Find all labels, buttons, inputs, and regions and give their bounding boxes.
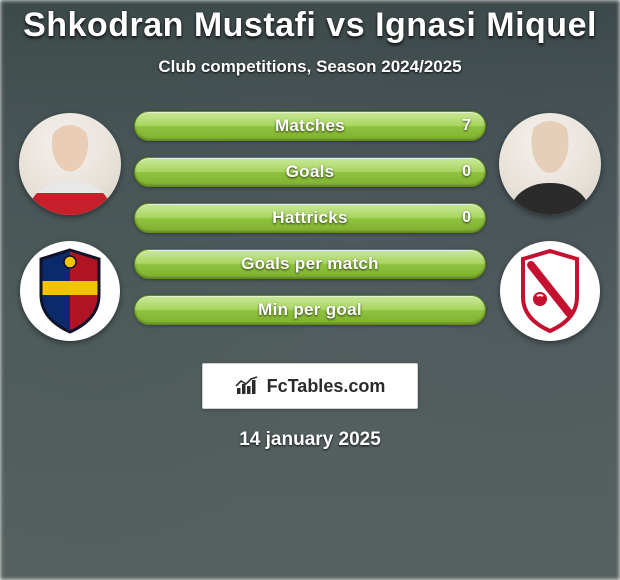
stat-value-right (457, 250, 485, 278)
right-column (490, 111, 610, 341)
stat-label: Min per goal (135, 296, 485, 324)
stat-label: Hattricks (135, 204, 485, 232)
stat-row-matches: Matches 7 (134, 111, 486, 141)
page-title: Shkodran Mustafi vs Ignasi Miquel (0, 6, 620, 45)
brand-text: FcTables.com (267, 376, 386, 397)
left-column (10, 111, 130, 341)
player2-avatar (499, 113, 601, 215)
stat-value-right: 7 (448, 112, 485, 140)
stat-row-goals-per-match: Goals per match (134, 249, 486, 279)
player1-name: Shkodran Mustafi (23, 6, 316, 44)
stat-label: Goals per match (135, 250, 485, 278)
granada-crest-icon (513, 247, 587, 335)
brand-box: FcTables.com (202, 363, 418, 409)
stat-bars: Matches 7 Goals 0 Hattricks 0 Goals per … (130, 111, 490, 325)
date-text: 14 january 2025 (0, 429, 620, 451)
club1-crest (20, 241, 120, 341)
stat-value-right: 0 (448, 158, 485, 186)
stat-row-goals: Goals 0 (134, 157, 486, 187)
comparison-card: Shkodran Mustafi vs Ignasi Miquel Club c… (0, 0, 620, 451)
stat-value-right: 0 (448, 204, 485, 232)
subtitle: Club competitions, Season 2024/2025 (0, 57, 620, 77)
player1-avatar (19, 113, 121, 215)
stat-value-right (457, 296, 485, 324)
player2-name: Ignasi Miquel (375, 6, 597, 44)
stat-label: Goals (135, 158, 485, 186)
stat-row-min-per-goal: Min per goal (134, 295, 486, 325)
stat-row-hattricks: Hattricks 0 (134, 203, 486, 233)
main-row: Matches 7 Goals 0 Hattricks 0 Goals per … (0, 111, 620, 341)
stat-label: Matches (135, 112, 485, 140)
vs-separator: vs (326, 6, 365, 44)
levante-crest-icon (33, 247, 107, 335)
club2-crest (500, 241, 600, 341)
bar-chart-icon (235, 376, 261, 396)
